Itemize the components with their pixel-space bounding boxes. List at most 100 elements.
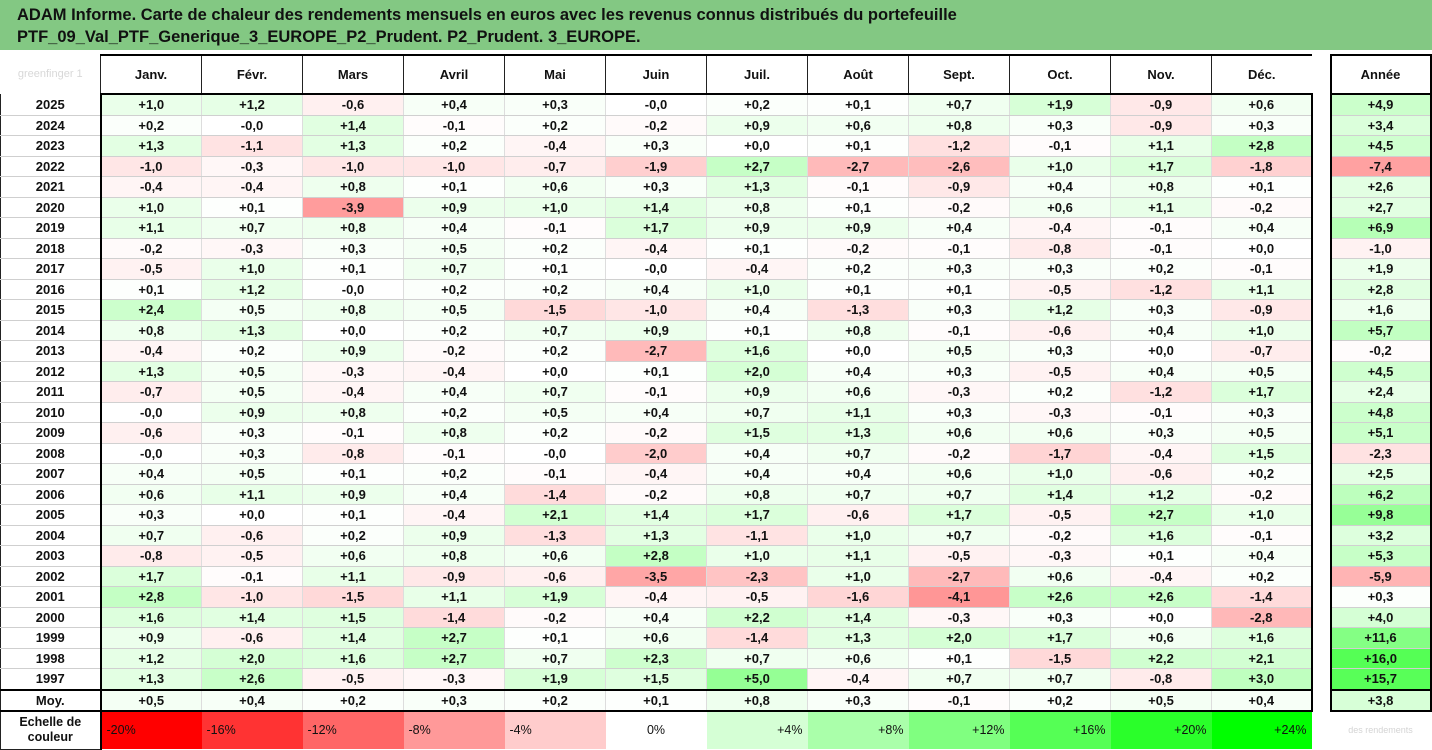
column-gap xyxy=(1311,668,1331,690)
heat-cell: +0,5 xyxy=(403,238,505,259)
heat-cell: -0,2 xyxy=(908,197,1010,218)
annual-cell: +3,2 xyxy=(1329,525,1432,546)
heat-cell: -0,6 xyxy=(201,525,303,546)
heat-cell: -0,1 xyxy=(504,217,606,239)
heat-cell: +0,1 xyxy=(201,197,303,218)
year-header: Année xyxy=(1329,54,1432,95)
heat-cell: +0,3 xyxy=(1009,115,1111,136)
heat-cell: +0,9 xyxy=(201,402,303,423)
heat-cell: -0,6 xyxy=(1110,463,1212,485)
heat-cell: +0,2 xyxy=(504,238,606,259)
heat-cell: -2,8 xyxy=(1211,607,1313,628)
heat-cell: +1,7 xyxy=(908,504,1010,526)
heat-cell: +0,7 xyxy=(706,648,808,669)
heat-cell: -1,2 xyxy=(908,135,1010,157)
heat-cell: +0,8 xyxy=(908,115,1010,136)
average-cell: +0,3 xyxy=(403,688,505,712)
annual-cell: +15,7 xyxy=(1329,668,1432,690)
heat-cell: +0,1 xyxy=(807,135,909,157)
heat-cell: -0,4 xyxy=(403,361,505,382)
heat-cell: -0,7 xyxy=(100,381,202,403)
heat-cell: +1,4 xyxy=(807,607,909,628)
heat-cell: +1,1 xyxy=(100,217,202,239)
heat-cell: +0,8 xyxy=(403,422,505,444)
annual-cell: -0,2 xyxy=(1329,340,1432,362)
heat-cell: +0,1 xyxy=(100,279,202,300)
heat-cell: -0,9 xyxy=(1110,94,1212,116)
heat-cell: +0,3 xyxy=(605,176,707,198)
heat-cell: +0,3 xyxy=(908,299,1010,321)
heat-cell: +0,3 xyxy=(100,504,202,526)
column-gap xyxy=(1311,689,1331,711)
heat-cell: -0,1 xyxy=(1211,525,1313,546)
heat-cell: +0,0 xyxy=(1110,607,1212,628)
heat-cell: +2,7 xyxy=(1110,504,1212,526)
heat-cell: -0,6 xyxy=(807,504,909,526)
heat-cell: -0,1 xyxy=(201,566,303,587)
color-scale-swatch: +8% xyxy=(807,710,909,749)
heat-cell: -0,0 xyxy=(605,258,707,280)
row-year-label: 2009 xyxy=(0,422,102,444)
month-header: Mars xyxy=(302,54,404,95)
heat-cell: +0,4 xyxy=(706,463,808,485)
heat-cell: +0,1 xyxy=(504,258,606,280)
heat-cell: -1,4 xyxy=(706,627,808,649)
heat-cell: -0,6 xyxy=(1009,320,1111,341)
heat-cell: +1,9 xyxy=(504,586,606,608)
year-row: 2005 +0,3 +0,0 +0,1 -0,4 +2,1 +1,4 +1,7 -0,6 +1,7… xyxy=(0,504,1432,526)
heat-cell: +1,6 xyxy=(1211,627,1313,649)
heat-cell: -0,1 xyxy=(1110,217,1212,239)
heat-cell: +1,9 xyxy=(504,668,606,690)
heat-cell: +0,3 xyxy=(908,361,1010,382)
heat-cell: +1,5 xyxy=(706,422,808,444)
heat-cell: +0,3 xyxy=(1009,340,1111,362)
heat-cell: +2,7 xyxy=(706,156,808,177)
heat-cell: +0,4 xyxy=(908,217,1010,239)
column-gap xyxy=(1311,607,1331,628)
heat-cell: +2,0 xyxy=(706,361,808,382)
heat-cell: -0,5 xyxy=(1009,504,1111,526)
heat-cell: +0,6 xyxy=(100,484,202,505)
heat-cell: +0,6 xyxy=(605,627,707,649)
heat-cell: -0,8 xyxy=(302,443,404,464)
month-header: Juin xyxy=(605,54,707,95)
average-cell: +0,5 xyxy=(1110,688,1212,712)
annual-cell: +4,0 xyxy=(1329,607,1432,628)
year-row: 1997 +1,3 +2,6 -0,5 -0,3 +1,9 +1,5 +5,0 -0,4 +0,7… xyxy=(0,668,1432,690)
month-header: Août xyxy=(807,54,909,95)
heat-cell: -0,9 xyxy=(403,566,505,587)
color-scale-swatch: +20% xyxy=(1110,710,1212,749)
heat-cell: +1,0 xyxy=(1009,463,1111,485)
annual-cell: +2,7 xyxy=(1329,197,1432,218)
annual-cell: +16,0 xyxy=(1329,648,1432,669)
row-year-label: 2007 xyxy=(0,463,102,485)
heat-cell: +0,6 xyxy=(504,176,606,198)
column-gap xyxy=(1311,484,1331,505)
year-row: 2025 +1,0 +1,2 -0,6 +0,4 +0,3 -0,0 +0,2 +0,1 +0,7… xyxy=(0,94,1432,116)
heat-cell: +1,0 xyxy=(706,279,808,300)
heat-cell: +0,9 xyxy=(302,484,404,505)
year-row: 2010 -0,0 +0,9 +0,8 +0,2 +0,5 +0,4 +0,7 +1,1 +0,3… xyxy=(0,402,1432,423)
heat-cell: -0,5 xyxy=(302,668,404,690)
heat-cell: -0,3 xyxy=(403,668,505,690)
heat-cell: +1,4 xyxy=(1009,484,1111,505)
title-line-1: ADAM Informe. Carte de chaleur des rende… xyxy=(17,6,957,24)
year-row: 2021 -0,4 -0,4 +0,8 +0,1 +0,6 +0,3 +1,3 -0,1 -0,9… xyxy=(0,176,1432,198)
heat-cell: +0,1 xyxy=(706,320,808,341)
heat-cell: +0,9 xyxy=(302,340,404,362)
heat-cell: -1,5 xyxy=(504,299,606,321)
month-header: Avril xyxy=(403,54,505,95)
heat-cell: -2,3 xyxy=(706,566,808,587)
year-row: 2006 +0,6 +1,1 +0,9 +0,4 -1,4 -0,2 +0,8 +0,7 +0,7… xyxy=(0,484,1432,505)
heat-cell: +2,6 xyxy=(1009,586,1111,608)
heat-cell: -0,5 xyxy=(201,545,303,567)
heat-cell: +0,8 xyxy=(302,217,404,239)
heat-cell: +1,4 xyxy=(605,504,707,526)
heat-cell: +1,0 xyxy=(504,197,606,218)
heat-cell: +0,3 xyxy=(1110,422,1212,444)
heat-cell: -0,0 xyxy=(201,115,303,136)
heat-cell: +0,7 xyxy=(504,320,606,341)
heat-cell: -1,9 xyxy=(605,156,707,177)
heat-cell: +0,7 xyxy=(908,484,1010,505)
heat-cell: +0,9 xyxy=(706,217,808,239)
